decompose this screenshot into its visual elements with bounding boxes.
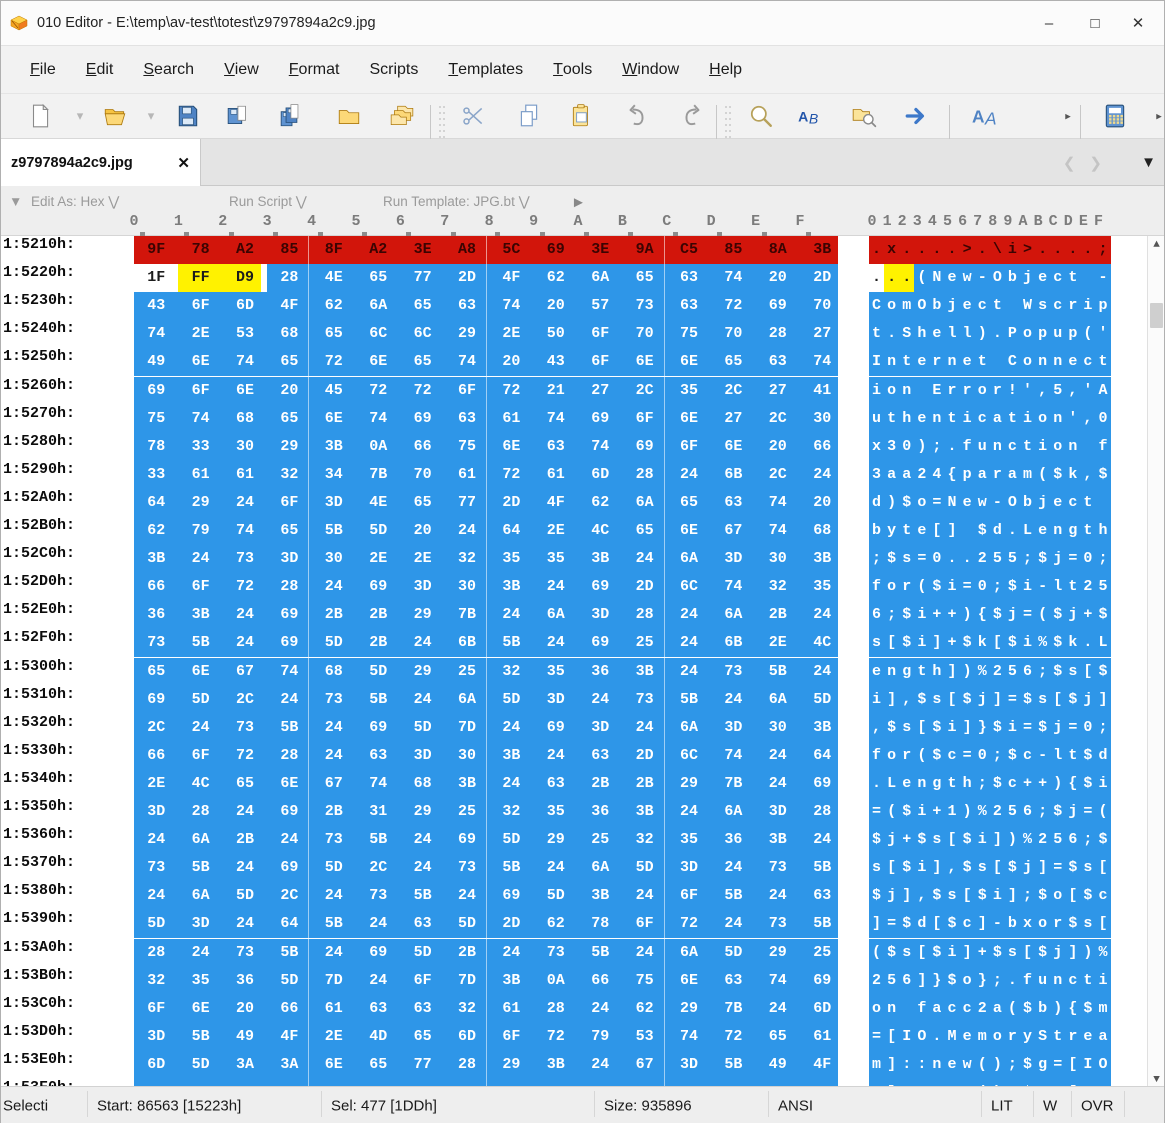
svg-text:A: A bbox=[984, 109, 997, 129]
svg-text:B: B bbox=[809, 111, 818, 127]
svg-text:A: A bbox=[798, 108, 808, 124]
svg-text:A: A bbox=[972, 107, 985, 127]
